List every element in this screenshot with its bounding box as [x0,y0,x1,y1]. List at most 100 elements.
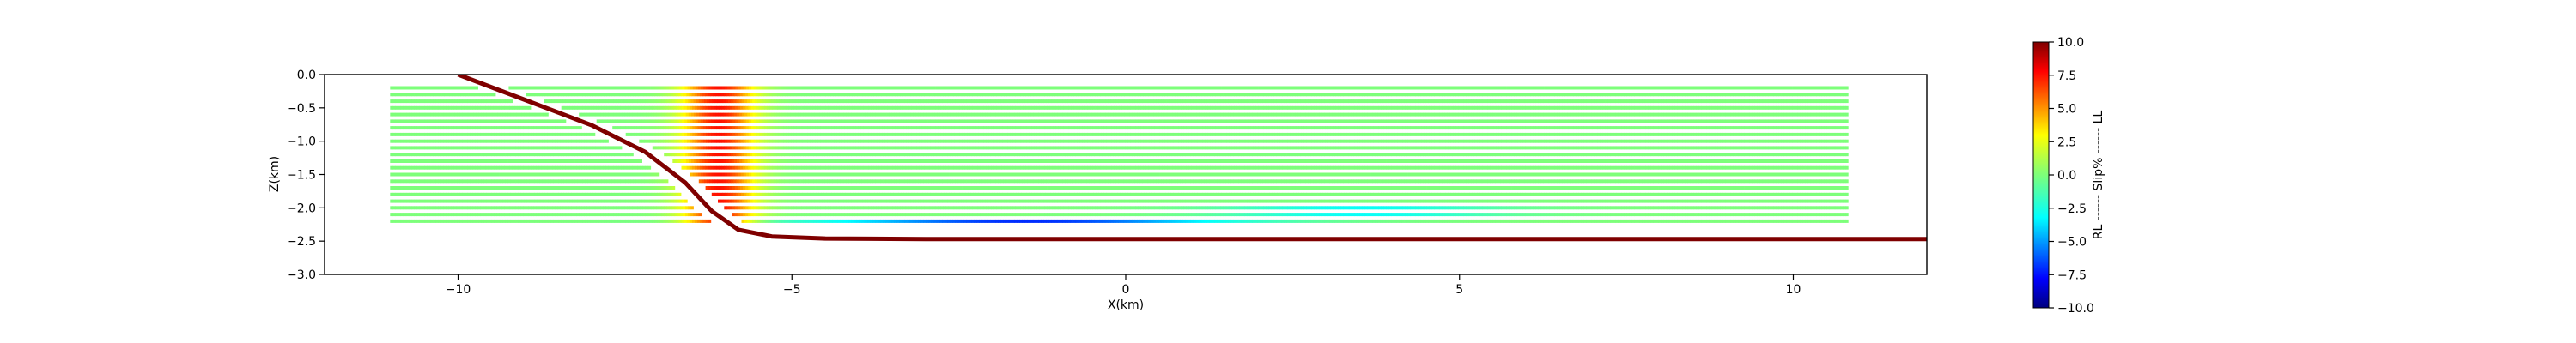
slip-point [581,112,585,117]
slip-point [1156,93,1160,97]
slip-point [1090,132,1094,136]
slip-point [692,146,696,150]
slip-point [829,112,834,117]
slip-point [1605,105,1608,110]
slip-point [1554,93,1558,97]
slip-point [1201,105,1206,110]
slip-point [935,139,939,143]
slip-point [1330,132,1334,136]
slip-point [499,99,503,104]
slip-point [588,86,592,90]
slip-point [1695,112,1699,117]
slip-point [1744,132,1747,136]
slip-point [981,86,984,90]
slip-point [676,105,679,110]
slip-point [1231,105,1235,110]
slip-point [1450,119,1454,123]
slip-point [1647,112,1651,117]
slip-point [1330,119,1334,123]
slip-point [1666,99,1670,104]
slip-point [1607,132,1612,136]
slip-point [695,132,698,136]
slip-point [481,112,484,117]
slip-point [868,119,872,123]
slip-point [1118,99,1121,104]
slip-point [1624,139,1627,143]
slip-point [1522,105,1526,110]
slip-point [1394,105,1398,110]
slip-point [1522,86,1526,90]
slip-point [1498,105,1502,110]
slip-point [1266,86,1270,90]
slip-point [1361,99,1365,104]
slip-point [1778,86,1782,90]
slip-point [774,112,777,117]
slip-point [599,99,604,104]
slip-point [1600,139,1603,143]
slip-point [1163,112,1168,117]
slip-point [1471,99,1474,104]
slip-point [1071,139,1075,143]
slip-point [886,93,890,97]
slip-point [706,119,709,123]
slip-point [1674,112,1678,117]
slip-point [554,99,558,104]
slip-point [947,99,951,104]
slip-point [1054,112,1058,117]
slip-point [1285,86,1289,90]
slip-point [860,93,864,97]
slip-point [1789,132,1793,136]
slip-point [1623,112,1627,117]
slip-point [962,126,965,130]
slip-point [1672,126,1675,130]
slip-point [1060,139,1064,143]
slip-point [1602,86,1606,90]
slip-point [400,86,404,90]
slip-point [1554,139,1558,143]
slip-point [516,112,519,117]
slip-point [720,112,724,117]
slip-point [978,139,981,143]
slip-point [1167,86,1171,90]
slip-point [1637,93,1641,97]
slip-point [1631,93,1635,97]
slip-point [1535,93,1539,97]
slip-point [1306,86,1309,90]
slip-point [1140,93,1144,97]
slip-point [1058,139,1061,143]
slip-point [1826,112,1830,117]
slip-point [1042,86,1046,90]
slip-point [1415,99,1419,104]
slip-point [971,112,975,117]
slip-point [1648,93,1651,97]
slip-point [440,139,444,143]
slip-point [1717,126,1721,130]
slip-point [1148,126,1152,130]
slip-point [1042,119,1046,123]
slip-point [1413,126,1417,130]
slip-point [1391,119,1395,123]
slip-point [422,93,426,97]
slip-point [868,139,872,143]
slip-point [598,146,601,150]
slip-point [668,139,671,143]
slip-point [1352,126,1355,130]
slip-point [938,126,941,130]
slip-point [1241,99,1245,104]
slip-point [705,93,708,97]
slip-point [1157,139,1160,143]
slip-point [1036,93,1040,97]
slip-point [1776,99,1779,104]
slip-point [978,126,981,130]
slip-point [587,93,591,97]
slip-point [741,99,745,104]
slip-point [428,93,431,97]
slip-point [1138,119,1142,123]
slip-point [1164,119,1169,123]
slip-point [1372,112,1376,117]
slip-point [1183,139,1187,143]
slip-point [1202,132,1206,136]
slip-point [395,112,398,117]
slip-point [812,119,816,123]
slip-point [847,119,851,123]
